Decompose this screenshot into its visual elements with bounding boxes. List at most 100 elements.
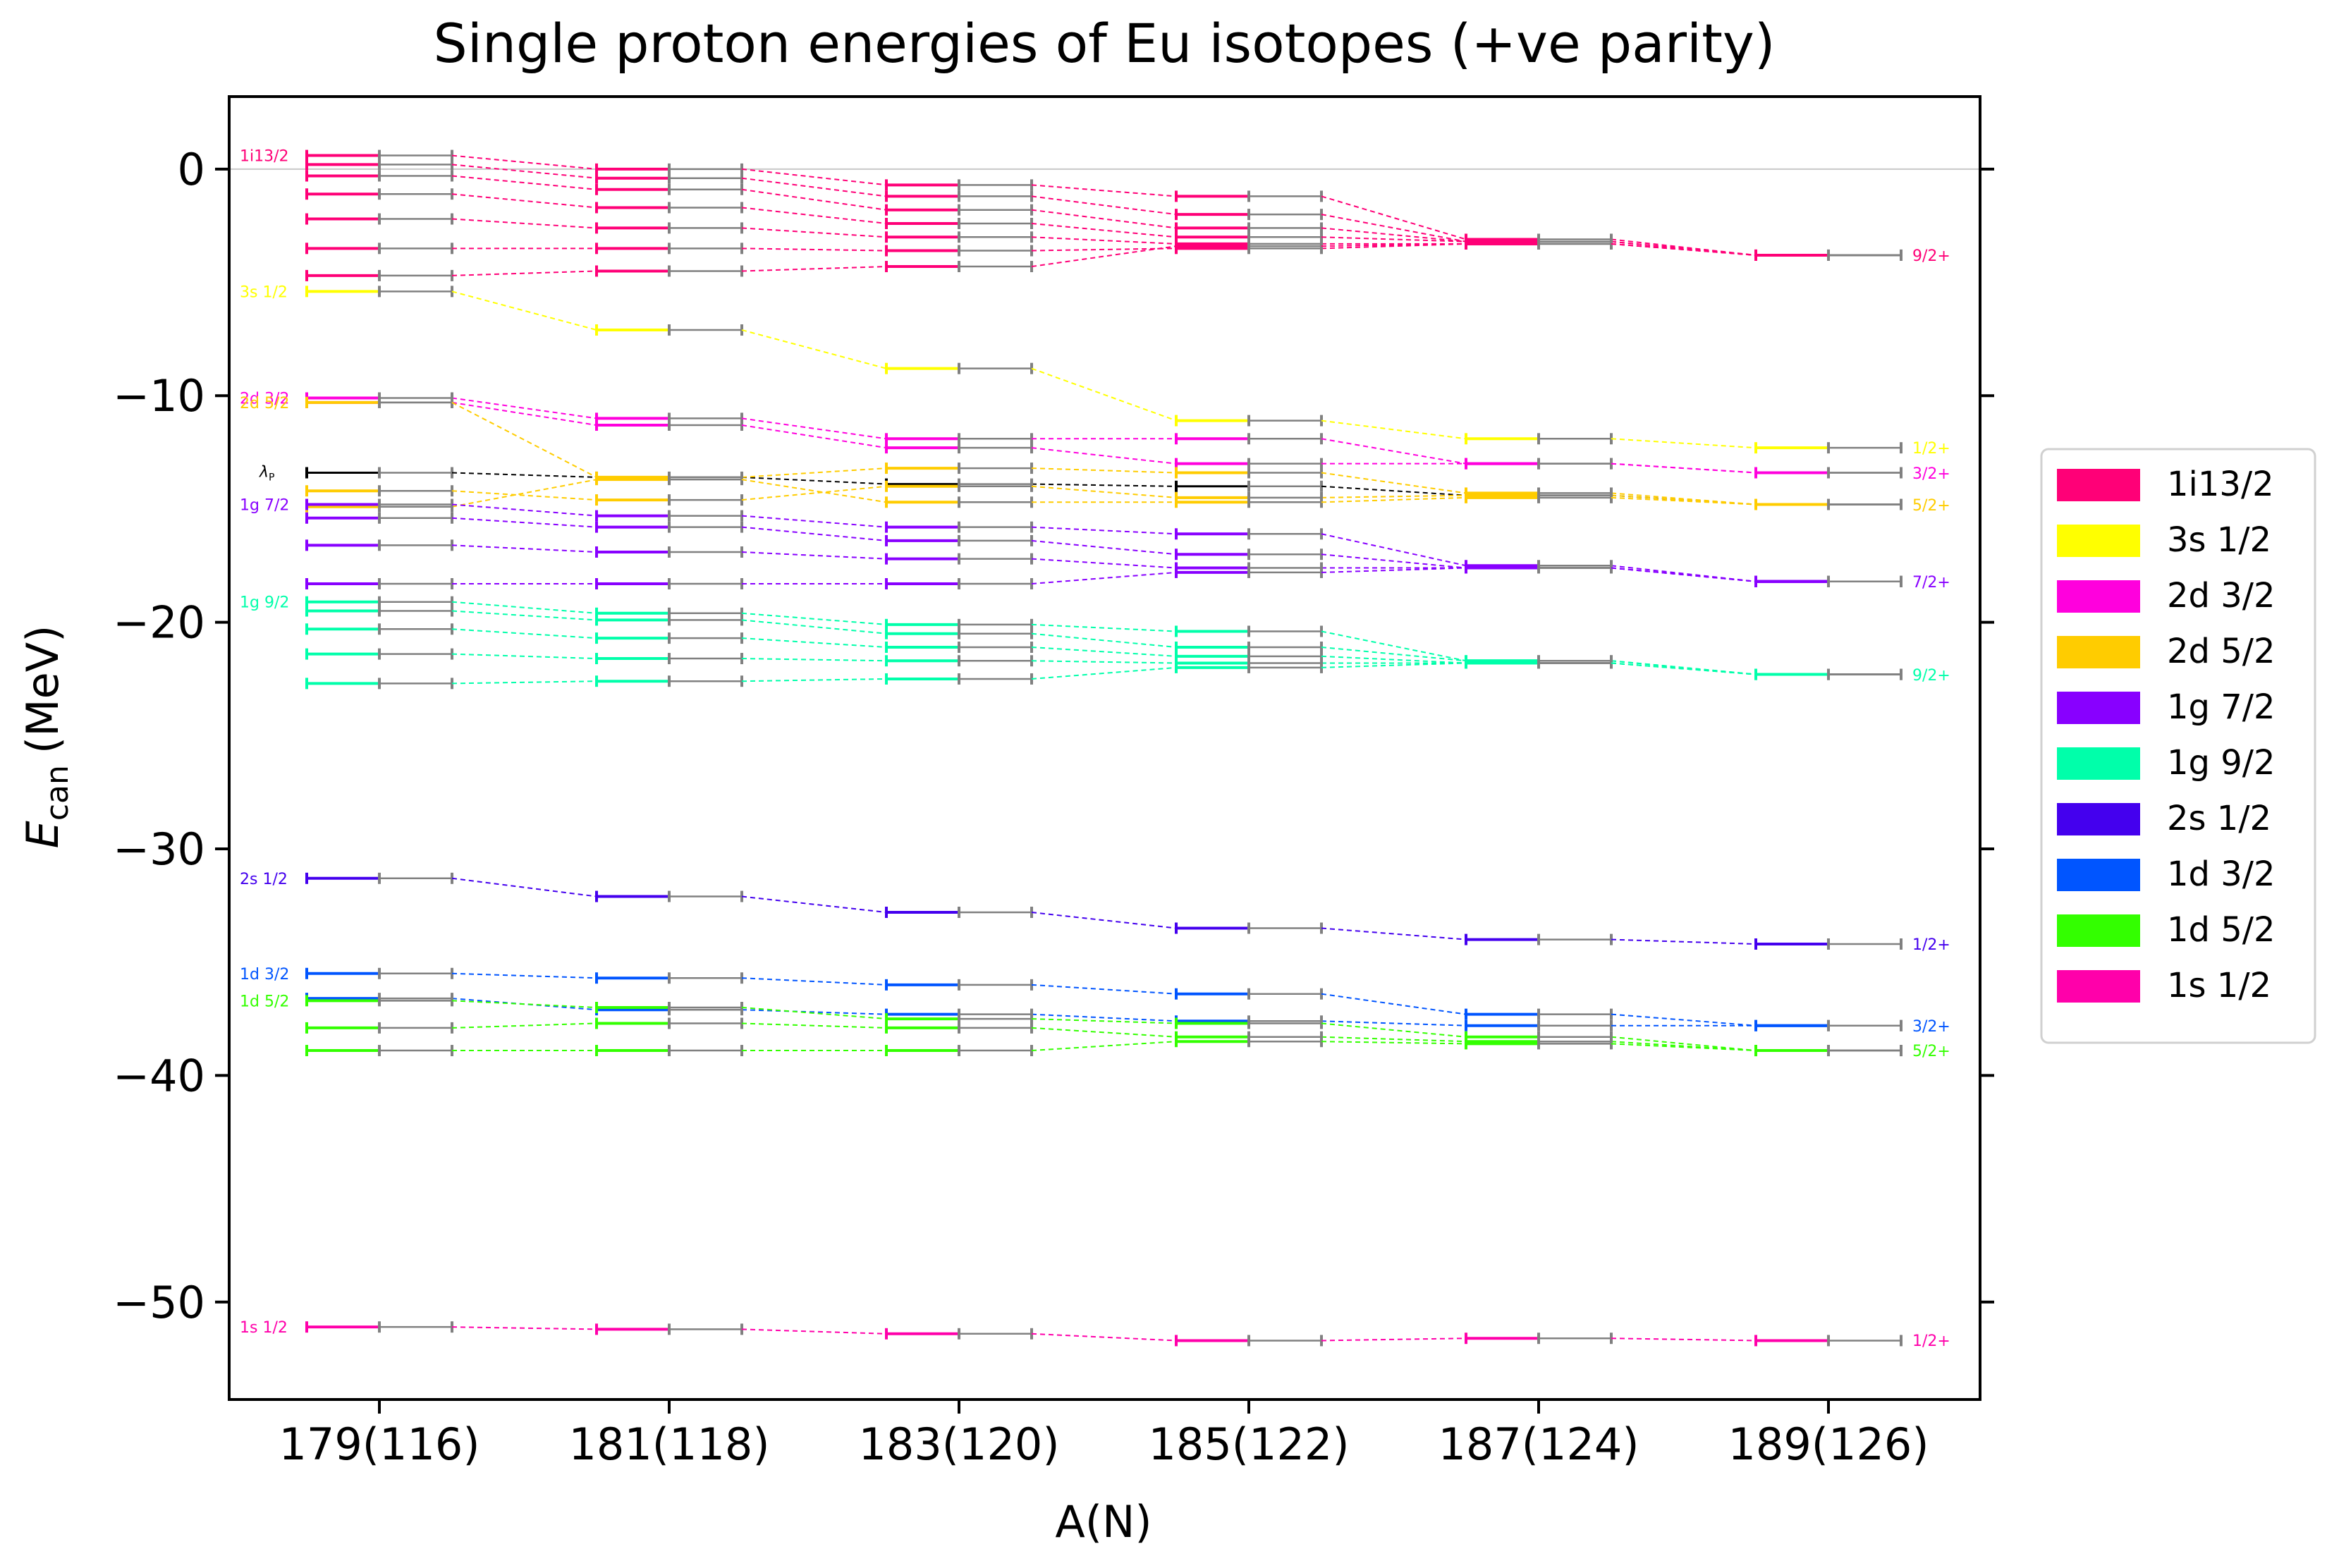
series-0-0-connector-0 [451,154,597,170]
series-5-2-connector-0 [451,628,597,639]
series-0-5-connector-2 [1031,247,1177,252]
series-7-left-label: 1d 3/2 [240,966,289,984]
series-8-1-connector-3 [1321,1036,1467,1043]
legend-label-9: 1s 1/2 [2167,966,2271,1005]
series-4-1-connector-1 [741,526,887,541]
series-4-2-connector-2 [1031,558,1177,569]
lambda-p-connector-0 [451,472,597,478]
series-4-right-label-0: 7/2+ [1912,574,1950,592]
series-5-1-connector-3 [1321,646,1467,662]
series-1-0-connector-2 [1031,367,1177,422]
series-0-2-connector-2 [1031,209,1177,229]
series-0-6-connector-3 [1321,243,1467,247]
series-5-1-connector-1 [741,619,887,635]
series-0-4-connector-1 [741,227,887,238]
series-0-6-connector-2 [1031,245,1177,268]
series-9-left-label: 1s 1/2 [240,1319,288,1337]
legend-label-5: 1g 9/2 [2167,743,2276,783]
series-0-6-connector-0 [451,270,597,276]
lambda-p-connector-1 [741,476,887,485]
series-1-right-label-0: 1/2+ [1912,440,1950,458]
series-0-6-connector-1 [741,266,887,272]
x-tick-label-1: 181(118) [568,1419,769,1470]
legend-label-7: 1d 3/2 [2167,855,2276,894]
legend-swatch-9 [2057,970,2140,1003]
series-3-0-connector-3 [1321,472,1467,494]
series-3-1-connector-0 [451,490,597,501]
series-5-3-connector-2 [1031,660,1177,664]
y-tick-label-5: −50 [113,1277,205,1328]
series-1-left-label: 3s 1/2 [240,283,288,301]
series-8-0-connector-2 [1031,1018,1177,1024]
x-tick-label-0: 179(116) [279,1419,480,1470]
series-4-0-connector-1 [741,515,887,528]
series-3-2-connector-4 [1611,496,1757,506]
series-3-1-connector-2 [1031,485,1177,498]
series-5-0-connector-1 [741,612,887,625]
series-4-1-connector-2 [1031,539,1177,556]
series-8-0-connector-4 [1611,1036,1757,1052]
legend-swatch-2 [2057,580,2140,613]
series-4-left-label: 1g 7/2 [240,497,289,515]
series-5-4-connector-3 [1321,662,1467,668]
series-0-right-label-0: 9/2+ [1912,247,1950,265]
series-4-1-connector-0 [451,517,597,528]
series-4-2-connector-0 [451,544,597,553]
lambda-p-connector-3 [1321,485,1467,496]
series-9-right-label-0: 1/2+ [1912,1333,1950,1350]
legend-swatch-7 [2057,859,2140,891]
series-0-5-connector-1 [741,247,887,252]
series-2-1-connector-2 [1031,447,1177,465]
series-0-1-connector-1 [741,177,887,197]
series-7-1-connector-2 [1031,1013,1177,1022]
series-3-left-label: 2d 5/2 [240,395,289,412]
series-0-3-connector-0 [451,193,597,209]
series-8-2-connector-2 [1031,1041,1177,1052]
y-axis-label: Ecan(MeV) [17,625,75,849]
legend-label-0: 1i13/2 [2167,465,2274,504]
series-7-0-connector-1 [741,977,887,986]
series-8-right-label-0: 5/2+ [1912,1043,1950,1060]
legend-swatch-8 [2057,914,2140,947]
series-8-2-connector-3 [1321,1041,1467,1045]
series-0-left-label: 1i13/2 [240,148,289,166]
series-7-0-connector-2 [1031,984,1177,995]
series-6-left-label: 2s 1/2 [240,871,288,888]
series-5-2-connector-1 [741,637,887,648]
series-5-0-connector-3 [1321,630,1467,662]
series-9-0-connector-4 [1611,1337,1757,1342]
series-4-1-connector-3 [1321,553,1467,569]
series-0-0-connector-2 [1031,184,1177,197]
series-4-3-connector-3 [1321,567,1467,573]
series-3-0-connector-0 [451,401,597,478]
series-8-2-connector-4 [1611,1043,1757,1052]
legend-label-6: 2s 1/2 [2167,799,2271,838]
series-3-0-connector-2 [1031,467,1177,474]
chart-title: Single proton energies of Eu isotopes (+… [433,12,1775,75]
y-tick-label-2: −20 [113,597,205,649]
legend: 1i13/2 3s 1/2 2d 3/2 2d 5/2 1g 7/2 1g 9/2 2s 1… [2040,448,2316,1044]
series-3-2-connector-3 [1321,496,1467,503]
series-8-0-connector-1 [741,1006,887,1020]
y-tick-label-1: −10 [113,370,205,422]
series-6-0-connector-3 [1321,927,1467,941]
series-8-1-connector-0 [451,1022,597,1029]
x-tick-label-2: 183(120) [858,1419,1059,1470]
series-4-3-connector-4 [1611,567,1757,582]
series-5-left-label: 1g 9/2 [240,594,289,612]
series-5-4-connector-1 [741,678,887,682]
series-5-0-connector-0 [451,601,597,614]
series-1-0-connector-0 [451,290,597,331]
series-0-0-connector-1 [741,168,887,186]
series-2-0-connector-1 [741,417,887,440]
series-7-1-connector-3 [1321,1020,1467,1027]
series-1-0-connector-4 [1611,438,1757,449]
series-5-0-connector-2 [1031,623,1177,632]
series-8-0-connector-0 [451,1000,597,1008]
series-3-2-connector-1 [741,479,887,503]
x-axis-label: A(N) [1055,1496,1152,1548]
series-9-0-connector-0 [451,1326,597,1330]
series-0-3-connector-2 [1031,222,1177,238]
x-tick-label-3: 185(122) [1148,1419,1349,1470]
